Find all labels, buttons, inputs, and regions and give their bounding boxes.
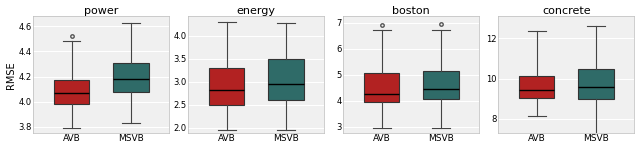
Title: power: power — [84, 6, 118, 15]
PathPatch shape — [209, 68, 244, 105]
PathPatch shape — [519, 76, 554, 98]
PathPatch shape — [423, 71, 459, 99]
Y-axis label: RMSE: RMSE — [6, 61, 15, 89]
PathPatch shape — [113, 63, 148, 92]
Title: concrete: concrete — [542, 6, 591, 15]
Title: boston: boston — [392, 6, 430, 15]
Title: energy: energy — [237, 6, 276, 15]
PathPatch shape — [54, 80, 90, 104]
PathPatch shape — [268, 59, 303, 100]
PathPatch shape — [578, 69, 614, 99]
PathPatch shape — [364, 73, 399, 102]
